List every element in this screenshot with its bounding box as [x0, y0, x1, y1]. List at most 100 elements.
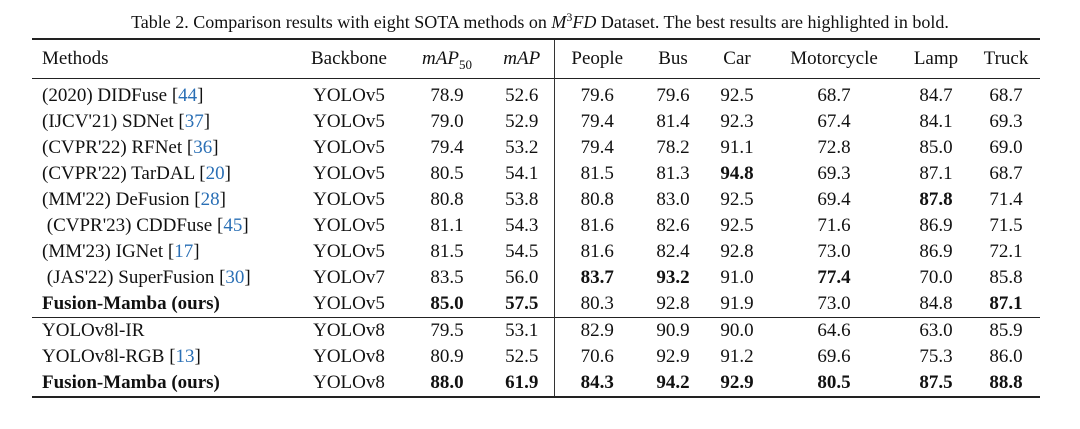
table-row: (MM'22) DeFusion [28] YOLOv5 80.8 53.8 80.8 8…: [32, 187, 1040, 213]
table-row: (CVPR'23) CDDFuse [45] YOLOv5 81.1 54.3 81.6…: [32, 213, 1040, 239]
citation-link[interactable]: 44: [178, 85, 198, 106]
value-cell: 93.2: [656, 267, 690, 288]
value-cell: 69.0: [989, 137, 1023, 158]
value-cell: 52.9: [505, 111, 539, 132]
value-cell: 84.8: [919, 293, 953, 314]
value-cell: 63.0: [919, 320, 953, 341]
value-cell: 85.8: [989, 267, 1023, 288]
method-name: YOLOv8l-IR: [42, 320, 145, 341]
value-cell: 86.9: [919, 241, 953, 262]
value-cell: 87.8: [919, 189, 953, 210]
caption-dataset: M3FD: [551, 10, 597, 32]
value-cell: 68.7: [989, 163, 1023, 184]
value-cell: 84.7: [919, 85, 953, 106]
table-row: YOLOv8l-IR YOLOv8 79.5 53.1 82.9 90.9 90.0 64.6…: [32, 317, 1040, 344]
value-cell: 83.5: [430, 267, 464, 288]
value-cell: 85.0: [919, 137, 953, 158]
value-cell: 92.9: [720, 372, 754, 393]
value-cell: 80.8: [430, 189, 464, 210]
citation-link[interactable]: 13: [175, 346, 195, 367]
value-cell: 81.4: [656, 111, 690, 132]
method-name: Fusion-Mamba (ours): [42, 372, 220, 393]
value-cell: 70.0: [919, 267, 953, 288]
value-cell: 92.9: [656, 346, 690, 367]
header-backbone: Backbone: [311, 48, 387, 69]
value-cell: 86.0: [989, 346, 1023, 367]
citation-link[interactable]: 37: [184, 111, 204, 132]
value-cell: 85.9: [989, 320, 1023, 341]
value-cell: 69.6: [817, 346, 851, 367]
value-cell: 73.0: [817, 293, 851, 314]
value-cell: 94.8: [720, 163, 754, 184]
value-cell: 86.9: [919, 215, 953, 236]
table-caption: Table 2. Comparison results with eight S…: [0, 10, 1080, 33]
value-cell: 87.5: [919, 372, 953, 393]
value-cell: 91.1: [720, 137, 754, 158]
backbone-cell: YOLOv5: [313, 85, 385, 106]
method-name: (2020) DIDFuse [44]: [42, 85, 204, 106]
value-cell: 83.7: [553, 265, 640, 291]
method-name: (CVPR'23) CDDFuse [45]: [42, 215, 249, 236]
value-cell: 83.0: [656, 189, 690, 210]
value-cell: 81.6: [553, 213, 640, 239]
value-cell: 92.3: [720, 111, 754, 132]
value-cell: 79.6: [656, 85, 690, 106]
citation-link[interactable]: 28: [200, 189, 220, 210]
value-cell: 91.9: [720, 293, 754, 314]
value-cell: 91.2: [720, 346, 754, 367]
table-row: (IJCV'21) SDNet [37] YOLOv5 79.0 52.9 79.4 81…: [32, 109, 1040, 135]
citation-link[interactable]: 36: [193, 137, 213, 158]
value-cell: 71.4: [989, 189, 1023, 210]
value-cell: 92.5: [720, 215, 754, 236]
value-cell: 56.0: [505, 267, 539, 288]
value-cell: 92.8: [656, 293, 690, 314]
value-cell: 80.5: [817, 372, 851, 393]
value-cell: 54.1: [505, 163, 539, 184]
backbone-cell: YOLOv7: [313, 267, 385, 288]
table-row: (MM'23) IGNet [17] YOLOv5 81.5 54.5 81.6 82.4…: [32, 239, 1040, 265]
value-cell: 80.3: [553, 291, 640, 318]
value-cell: 94.2: [656, 372, 690, 393]
table-body: (2020) DIDFuse [44] YOLOv5 78.9 52.6 79.6 79.…: [32, 78, 1040, 397]
backbone-cell: YOLOv5: [313, 215, 385, 236]
value-cell: 82.4: [656, 241, 690, 262]
table-row: (CVPR'22) RFNet [36] YOLOv5 79.4 53.2 79.4 78…: [32, 135, 1040, 161]
header-map50: mAP50: [422, 48, 472, 72]
citation-link[interactable]: 45: [223, 215, 243, 236]
method-name: (JAS'22) SuperFusion [30]: [42, 267, 251, 288]
value-cell: 78.2: [656, 137, 690, 158]
value-cell: 68.7: [817, 85, 851, 106]
value-cell: 79.6: [553, 78, 640, 109]
header-bus: Bus: [658, 48, 688, 69]
table-row: Fusion-Mamba (ours) YOLOv8 88.0 61.9 84.3 94.…: [32, 370, 1040, 397]
value-cell: 92.5: [720, 189, 754, 210]
value-cell: 90.9: [656, 320, 690, 341]
value-cell: 69.4: [817, 189, 851, 210]
value-cell: 78.9: [430, 85, 464, 106]
citation-link[interactable]: 17: [174, 241, 194, 262]
backbone-cell: YOLOv5: [313, 293, 385, 314]
value-cell: 81.5: [553, 161, 640, 187]
backbone-cell: YOLOv5: [313, 111, 385, 132]
backbone-cell: YOLOv8: [313, 346, 385, 367]
method-name: (MM'22) DeFusion [28]: [42, 189, 226, 210]
value-cell: 87.1: [919, 163, 953, 184]
value-cell: 69.3: [989, 111, 1023, 132]
value-cell: 92.5: [720, 85, 754, 106]
header-car: Car: [723, 48, 751, 69]
value-cell: 77.4: [817, 267, 851, 288]
value-cell: 79.0: [430, 111, 464, 132]
value-cell: 82.6: [656, 215, 690, 236]
value-cell: 81.5: [430, 241, 464, 262]
value-cell: 73.0: [817, 241, 851, 262]
caption-prefix: Table 2. Comparison results with eight S…: [131, 12, 552, 32]
caption-suffix: Dataset. The best results are highlighte…: [596, 12, 949, 32]
value-cell: 53.1: [505, 320, 539, 341]
value-cell: 71.5: [989, 215, 1023, 236]
value-cell: 84.1: [919, 111, 953, 132]
citation-link[interactable]: 30: [225, 267, 245, 288]
backbone-cell: YOLOv5: [313, 163, 385, 184]
header-row: Methods Backbone mAP50 mAP People Bus Ca…: [32, 39, 1040, 79]
header-truck: Truck: [983, 48, 1029, 69]
citation-link[interactable]: 20: [205, 163, 225, 184]
